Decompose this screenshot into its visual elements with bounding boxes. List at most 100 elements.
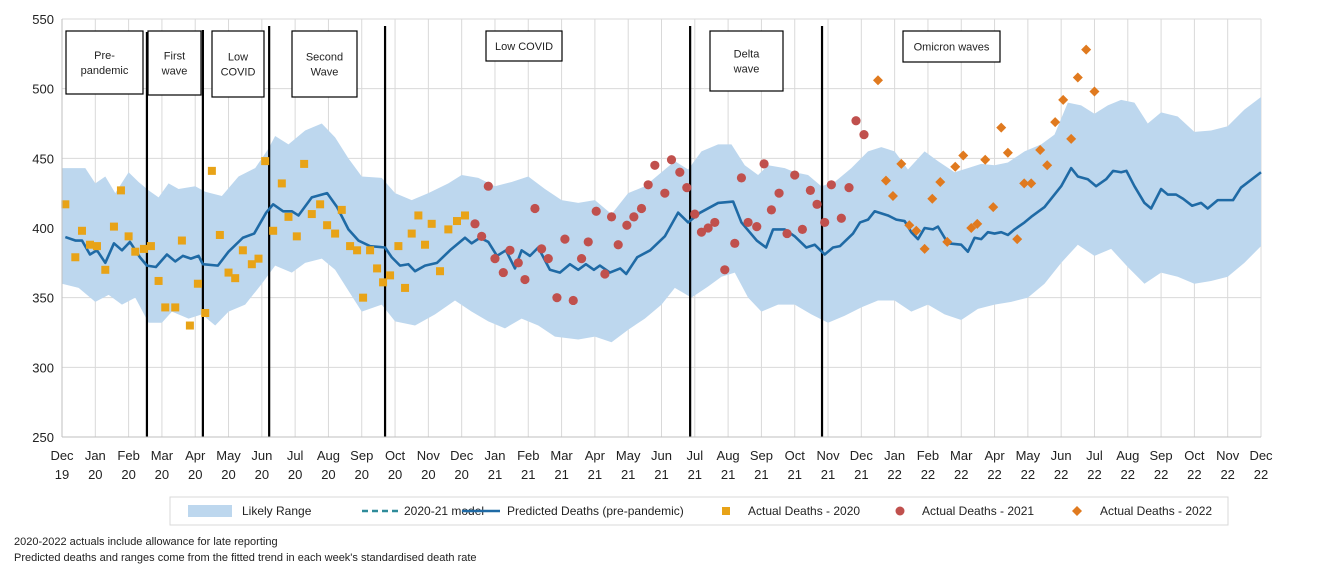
actual-2021-point bbox=[498, 267, 508, 278]
actual-2021-point bbox=[505, 245, 515, 255]
x-tick-label-year: 21 bbox=[821, 467, 835, 482]
x-tick-label-year: 22 bbox=[1087, 467, 1101, 482]
actual-2020-point bbox=[171, 303, 180, 312]
x-tick-label-year: 21 bbox=[854, 467, 868, 482]
actual-2021-point bbox=[470, 219, 480, 229]
x-tick-label-year: 20 bbox=[121, 467, 135, 482]
actual-2020-point bbox=[185, 321, 194, 330]
actual-2020-point bbox=[231, 274, 240, 283]
period-annotations: Pre-pandemic First wave Low COVID Second Wave L… bbox=[65, 30, 1001, 98]
x-tick-label-month: Feb bbox=[517, 448, 539, 463]
x-tick-label-year: 22 bbox=[1154, 467, 1168, 482]
actual-2020-point bbox=[292, 232, 301, 241]
actual-2021-point bbox=[477, 231, 487, 241]
actual-2022-point bbox=[1012, 234, 1023, 245]
actual-2021-point bbox=[552, 293, 562, 303]
actual-2020-point bbox=[177, 236, 186, 245]
annotation-box bbox=[65, 30, 144, 95]
actual-2020-point bbox=[238, 246, 247, 255]
x-tick-label-month: May bbox=[216, 448, 241, 463]
x-tick-label-month: Nov bbox=[816, 448, 840, 463]
legend: Likely Range 2020-21 model Predicted Dea… bbox=[169, 496, 1229, 526]
actual-2020-point bbox=[269, 226, 278, 235]
actual-2020-point bbox=[85, 240, 94, 249]
annotation-label: Pre- bbox=[94, 50, 115, 62]
actual-2021-point bbox=[613, 240, 623, 250]
actual-2021-point bbox=[543, 254, 553, 264]
x-tick-label-year: 22 bbox=[1254, 467, 1268, 482]
actual-2020-point bbox=[116, 186, 125, 195]
actual-2022-point bbox=[1050, 117, 1061, 128]
x-tick-label-month: Oct bbox=[785, 448, 806, 463]
actual-2022-point bbox=[1081, 44, 1092, 55]
actual-2021-point bbox=[629, 212, 639, 222]
annotation-box bbox=[902, 30, 1001, 63]
actual-2021-point bbox=[576, 254, 587, 264]
actual-2020-point bbox=[109, 222, 118, 231]
actual-2020-point bbox=[460, 211, 469, 220]
actual-2020-point bbox=[394, 242, 403, 251]
actual-2021-point bbox=[606, 212, 617, 222]
x-tick-label-year: 20 bbox=[355, 467, 369, 482]
actual-2021-point bbox=[696, 227, 707, 237]
actual-2022-point bbox=[1072, 72, 1083, 83]
actual-2021-point bbox=[591, 206, 601, 216]
actual-2021-point bbox=[743, 217, 753, 228]
x-tick-label-year: 20 bbox=[421, 467, 435, 482]
actual-2020-point bbox=[71, 253, 80, 262]
actual-2020-point bbox=[407, 229, 416, 238]
x-tick-label-month: Nov bbox=[417, 448, 441, 463]
x-tick-label-year: 21 bbox=[721, 467, 735, 482]
annotation-label: COVID bbox=[221, 67, 256, 79]
actual-2022-point bbox=[1002, 147, 1013, 158]
annotation-label: Second bbox=[306, 52, 343, 64]
actual-2020-point bbox=[379, 278, 388, 287]
actual-2020-point bbox=[436, 267, 445, 276]
actual-2021-point bbox=[560, 234, 570, 244]
actual-2020-point bbox=[453, 217, 462, 226]
actual-2022-point bbox=[887, 190, 898, 201]
x-tick-label-month: Jun bbox=[251, 448, 272, 463]
x-tick-label-month: Dec bbox=[1249, 448, 1273, 463]
actual-2020-point bbox=[331, 229, 340, 238]
actual-2021-point bbox=[759, 159, 769, 169]
actual-2022-point bbox=[958, 150, 969, 161]
actual-2021-point bbox=[782, 228, 792, 239]
actual-2021-point bbox=[703, 223, 713, 233]
actual-2020-point bbox=[323, 221, 332, 230]
x-tick-label-year: 22 bbox=[1054, 467, 1068, 482]
actual-2020-point bbox=[337, 205, 346, 214]
annotation-label: Low bbox=[228, 52, 248, 64]
legend-label-2022: Actual Deaths - 2022 bbox=[1100, 504, 1212, 518]
actual-2020-point bbox=[247, 260, 256, 269]
actual-2022-point bbox=[935, 177, 946, 188]
y-tick-label: 350 bbox=[32, 291, 54, 306]
y-tick-label: 550 bbox=[32, 12, 54, 27]
x-tick-label-year: 20 bbox=[255, 467, 269, 482]
actual-2021-point bbox=[490, 254, 500, 264]
actual-2022-point bbox=[972, 218, 983, 229]
actual-2020-point bbox=[353, 246, 362, 255]
footnote-1: 2020-2022 actuals include allowance for … bbox=[14, 536, 278, 548]
actual-2020-point bbox=[307, 210, 316, 219]
x-tick-label-month: Jan bbox=[884, 448, 905, 463]
actual-2020-point bbox=[61, 200, 70, 209]
x-tick-label-year: 21 bbox=[621, 467, 635, 482]
x-tick-label-year: 20 bbox=[155, 467, 169, 482]
actual-2022-point bbox=[1019, 178, 1030, 189]
actual-2020-point bbox=[316, 200, 325, 209]
actual-2021-point bbox=[851, 116, 861, 126]
x-tick-label-year: 21 bbox=[654, 467, 668, 482]
actual-2021-point bbox=[774, 188, 784, 198]
annotation-label: Low COVID bbox=[495, 41, 553, 53]
x-tick-label-year: 20 bbox=[221, 467, 235, 482]
actual-2020-point bbox=[193, 279, 202, 288]
annotation-label: Omicron waves bbox=[914, 42, 990, 54]
x-tick-label-month: Apr bbox=[585, 448, 606, 463]
x-tick-label-year: 21 bbox=[688, 467, 702, 482]
x-tick-label-month: Nov bbox=[1216, 448, 1240, 463]
actual-2022-point bbox=[1026, 178, 1037, 189]
x-tick-label-month: Jul bbox=[287, 448, 304, 463]
legend-label-2021: Actual Deaths - 2021 bbox=[922, 504, 1034, 518]
x-tick-label-month: Aug bbox=[1116, 448, 1139, 463]
